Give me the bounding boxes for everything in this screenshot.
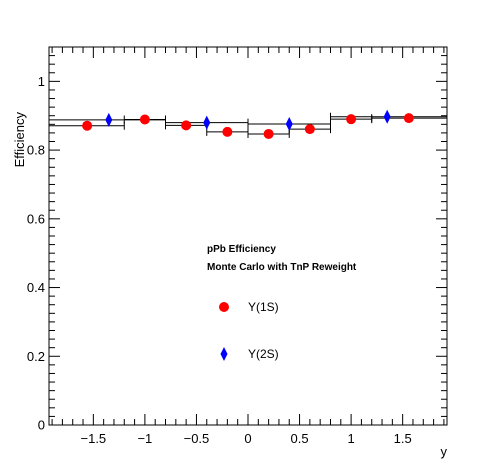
legend-label-upsilon-1s: Υ(1S) xyxy=(248,300,279,314)
x-tick-label: 1.5 xyxy=(394,431,412,446)
x-axis-ticks: −1.5 −1 −0.5 0 0.5 1 1.5 xyxy=(51,47,445,446)
upsilon-1s-point xyxy=(139,114,150,125)
y-tick-label: 0 xyxy=(38,418,45,433)
x-tick-label: 0 xyxy=(244,431,251,446)
upsilon-1s-point xyxy=(304,124,315,135)
x-tick-label: −0.5 xyxy=(184,431,210,446)
upsilon-1s-point xyxy=(181,120,192,131)
upsilon-1s-point xyxy=(263,128,274,139)
legend-marker-upsilon-2s xyxy=(220,347,228,361)
legend-title-line-1: pPb Efficiency xyxy=(207,244,276,255)
upsilon-1s-point xyxy=(403,113,414,124)
x-axis-title: y xyxy=(441,444,448,459)
legend-title-line-2: Monte Carlo with TnP Reweight xyxy=(207,262,357,273)
x-tick-label: 0.5 xyxy=(291,431,309,446)
data-markers xyxy=(82,109,414,139)
y-tick-label: 0.4 xyxy=(27,280,45,295)
upsilon-2s-point xyxy=(203,115,211,130)
upsilon-1s-point xyxy=(82,120,93,131)
x-tick-label: −1 xyxy=(137,431,152,446)
x-tick-label: 1 xyxy=(347,431,354,446)
y-tick-label: 0.8 xyxy=(27,143,45,158)
legend-marker-upsilon-1s xyxy=(219,302,229,312)
upsilon-2s-point xyxy=(285,116,293,131)
y-tick-label: 0.2 xyxy=(27,349,45,364)
upsilon-1s-point xyxy=(222,126,233,137)
upsilon-2s-point xyxy=(383,109,391,124)
y-axis-title: Efficiency xyxy=(12,112,27,168)
upsilon-2s-point xyxy=(105,112,113,127)
y-axis-ticks: 0 0.2 0.4 0.6 0.8 1 xyxy=(27,46,447,433)
legend-label-upsilon-2s: Υ(2S) xyxy=(248,347,279,361)
y-tick-label: 1 xyxy=(38,74,45,89)
y-tick-label: 0.6 xyxy=(27,211,45,226)
upsilon-1s-point xyxy=(346,114,357,125)
plot-frame xyxy=(48,46,448,426)
x-tick-label: −1.5 xyxy=(81,431,107,446)
